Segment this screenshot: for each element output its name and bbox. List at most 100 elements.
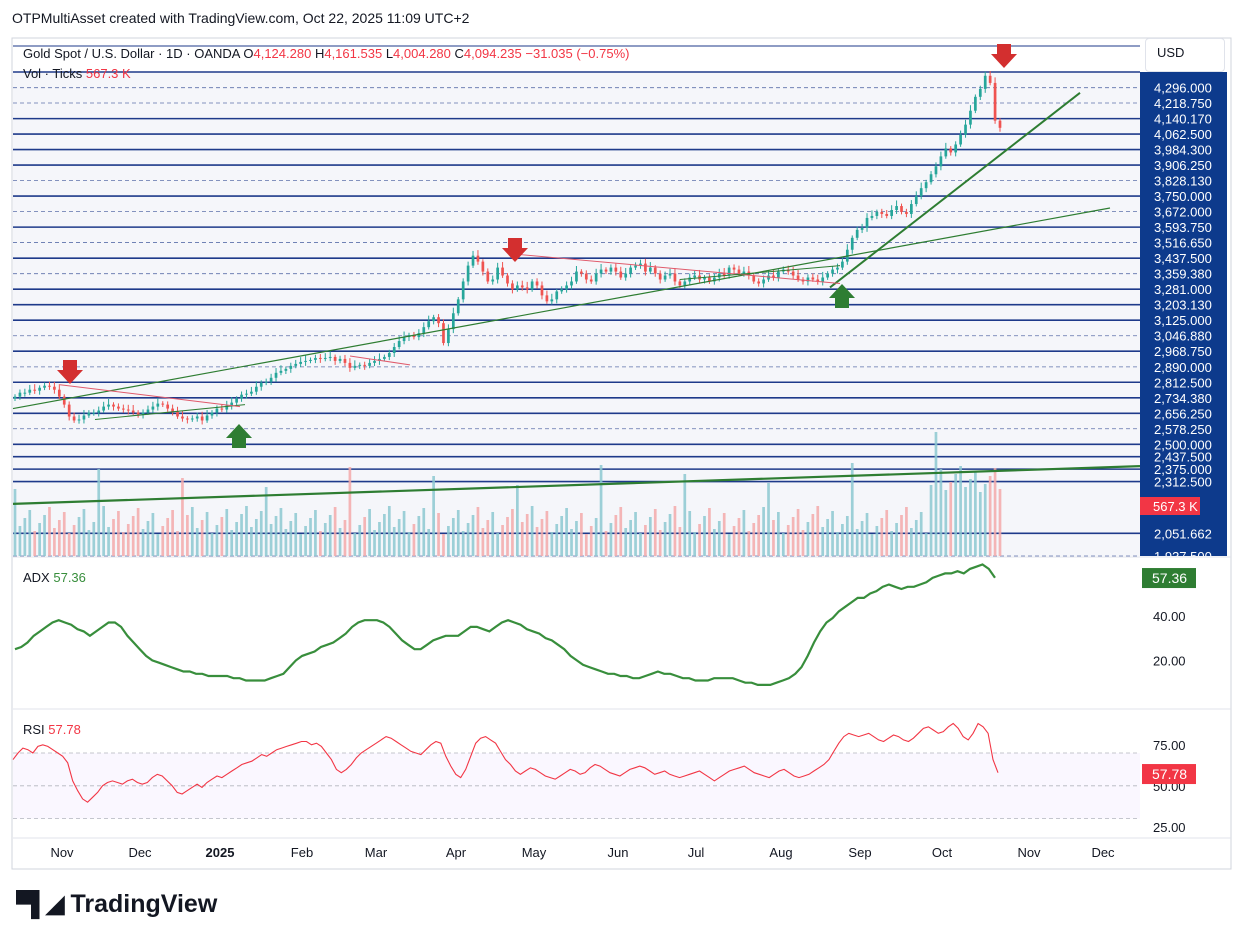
volume-bar <box>663 522 667 556</box>
candle-body <box>890 210 893 216</box>
volume-bar <box>806 522 810 556</box>
volume-bar <box>92 522 96 556</box>
candle-body <box>806 277 810 282</box>
candle-body <box>678 281 682 286</box>
candle-body <box>988 75 992 83</box>
volume-bar <box>742 510 746 556</box>
tradingview-footer[interactable]: ▀▌◢ TradingView <box>16 890 217 919</box>
candle-body <box>451 313 455 330</box>
volume-bar <box>77 517 81 556</box>
candle-body <box>210 412 214 416</box>
candle-body <box>269 377 273 382</box>
volume-bar <box>43 515 46 556</box>
adx-current-tag <box>1142 568 1196 589</box>
volume-bar <box>491 512 495 556</box>
adx-tick-label: 20.00 <box>1153 653 1186 668</box>
price-tick-label: 3,516.650 <box>1154 235 1212 250</box>
candle-body <box>530 281 534 290</box>
price-tick-label: 4,218.750 <box>1154 96 1212 111</box>
candle-body <box>604 269 608 272</box>
adx-value: 57.36 <box>53 570 86 585</box>
price-tick-label: 4,062.500 <box>1154 127 1212 142</box>
price-tick-label: 3,125.000 <box>1154 313 1212 328</box>
candle-body <box>777 271 780 278</box>
candle-body <box>609 267 613 272</box>
price-axis <box>1140 72 1227 556</box>
volume-bar <box>811 514 815 556</box>
volume-bar <box>668 514 672 556</box>
volume-bar <box>934 432 938 556</box>
candle-body <box>397 341 401 348</box>
volume-bar <box>599 465 603 556</box>
candle-body <box>117 406 120 409</box>
volume-bar <box>210 533 214 556</box>
steep-trendline <box>829 92 1081 289</box>
candle-body <box>673 273 677 282</box>
candle-body <box>417 333 421 338</box>
candle-body <box>520 285 524 288</box>
adx-label: ADX <box>23 570 50 585</box>
candle-body <box>176 411 179 417</box>
time-tick-label: Nov <box>50 845 74 860</box>
candle-body <box>855 229 859 238</box>
up-arrow-icon <box>226 424 252 448</box>
candle-body <box>57 389 61 397</box>
candle-body <box>373 360 376 363</box>
volume-bar <box>412 524 416 556</box>
volume-bar <box>348 467 352 556</box>
tradingview-logo-icon: ▀▌◢ <box>16 891 64 918</box>
volume-bar <box>727 534 731 556</box>
volume-bar <box>392 527 396 556</box>
volume-bar <box>516 485 519 556</box>
time-tick-label: Oct <box>932 845 953 860</box>
volume-bar <box>644 525 647 556</box>
candle-body <box>644 263 647 272</box>
volume-bar <box>186 515 189 556</box>
price-tick-label: 2,812.500 <box>1154 375 1212 390</box>
volume-bar <box>919 512 923 556</box>
candle-body <box>629 267 632 274</box>
price-tick-label: 3,906.250 <box>1154 158 1212 173</box>
volume-bar <box>821 527 825 556</box>
candle-body <box>821 277 825 282</box>
candle-body <box>107 404 110 407</box>
volume-bar <box>570 529 573 556</box>
rsi-value: 57.78 <box>48 722 81 737</box>
volume-bar <box>865 513 869 556</box>
volume-bar <box>427 529 431 556</box>
volume-bar <box>550 532 554 556</box>
volume-bar <box>466 523 470 556</box>
candle-body <box>511 283 514 290</box>
volume-bar <box>220 517 224 556</box>
volume-bar <box>791 517 795 556</box>
time-tick-label: Mar <box>365 845 388 860</box>
candle-body <box>131 410 135 413</box>
price-tick-label: 3,672.000 <box>1154 205 1212 220</box>
candle-body <box>791 271 795 276</box>
close-value: 4,094.235 <box>463 46 522 61</box>
price-tick-label: 3,750.000 <box>1154 189 1212 204</box>
candle-body <box>811 277 815 280</box>
volume-bar <box>757 515 761 556</box>
currency-selector[interactable] <box>1145 38 1225 72</box>
candle-body <box>328 356 332 358</box>
candle-body <box>594 273 598 282</box>
candle-body <box>284 368 288 371</box>
candle-body <box>491 279 495 282</box>
candle-body <box>314 357 317 360</box>
candle-body <box>954 144 958 153</box>
volume-bar <box>639 533 642 556</box>
volume-bar <box>575 521 578 556</box>
volume-bar <box>250 527 253 556</box>
volume-bar <box>511 509 514 556</box>
close-label: C <box>454 46 464 61</box>
candle-body <box>722 273 726 276</box>
volume-bar <box>732 526 736 556</box>
long-term-trendline <box>12 465 1141 505</box>
volume-bar <box>358 525 362 556</box>
volume-bar <box>752 523 756 556</box>
volume-bar <box>619 507 623 556</box>
volume-bar <box>777 512 780 556</box>
volume-bar <box>688 511 692 556</box>
